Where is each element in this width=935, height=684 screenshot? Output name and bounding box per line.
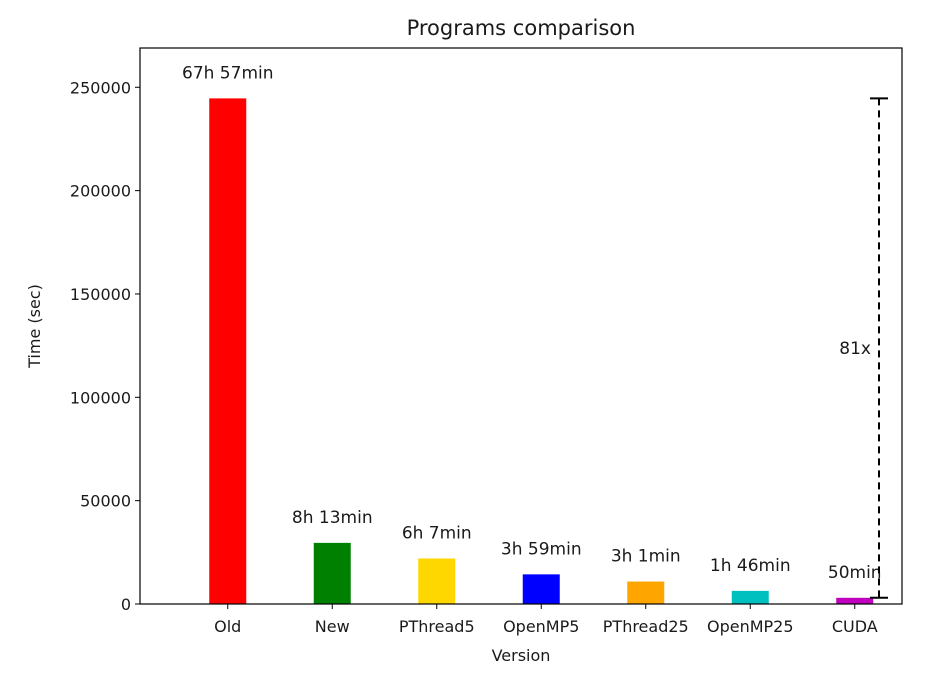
bar bbox=[522, 574, 560, 604]
bar-data-label: 1h 46min bbox=[710, 556, 791, 576]
bar-data-label: 8h 13min bbox=[292, 508, 373, 528]
bar bbox=[836, 597, 874, 604]
bar-data-label: 3h 1min bbox=[611, 547, 681, 567]
bar bbox=[313, 542, 351, 604]
bar-data-label: 67h 57min bbox=[182, 63, 274, 83]
bar bbox=[209, 98, 247, 605]
y-tick-label: 100000 bbox=[70, 388, 131, 407]
bar-data-label: 6h 7min bbox=[402, 523, 472, 543]
bar bbox=[627, 581, 665, 604]
y-tick-label: 50000 bbox=[80, 492, 131, 511]
bar-data-label: 50min bbox=[828, 563, 882, 583]
x-tick-label: OpenMP5 bbox=[503, 617, 579, 636]
chart-title: Programs comparison bbox=[407, 16, 636, 40]
speedup-label: 81x bbox=[839, 339, 871, 359]
x-tick-label: New bbox=[315, 617, 350, 636]
x-tick-label: PThread25 bbox=[603, 617, 689, 636]
y-tick-label: 250000 bbox=[70, 78, 131, 97]
y-tick-label: 0 bbox=[121, 595, 131, 614]
y-tick-label: 150000 bbox=[70, 285, 131, 304]
bar bbox=[731, 590, 769, 604]
bar-data-label: 3h 59min bbox=[501, 539, 582, 559]
x-tick-label: OpenMP25 bbox=[707, 617, 794, 636]
y-axis-title: Time (sec) bbox=[25, 284, 44, 369]
y-tick-label: 200000 bbox=[70, 182, 131, 201]
plot-area: 0 50000 100000 150000 200000 250000 Old 67h 57m… bbox=[70, 63, 888, 636]
x-axis-title: Version bbox=[492, 646, 551, 665]
x-tick-label: PThread5 bbox=[399, 617, 475, 636]
plot-frame bbox=[139, 47, 903, 605]
bar bbox=[418, 558, 456, 604]
x-tick-label: CUDA bbox=[832, 617, 878, 636]
x-tick-label: Old bbox=[214, 617, 241, 636]
